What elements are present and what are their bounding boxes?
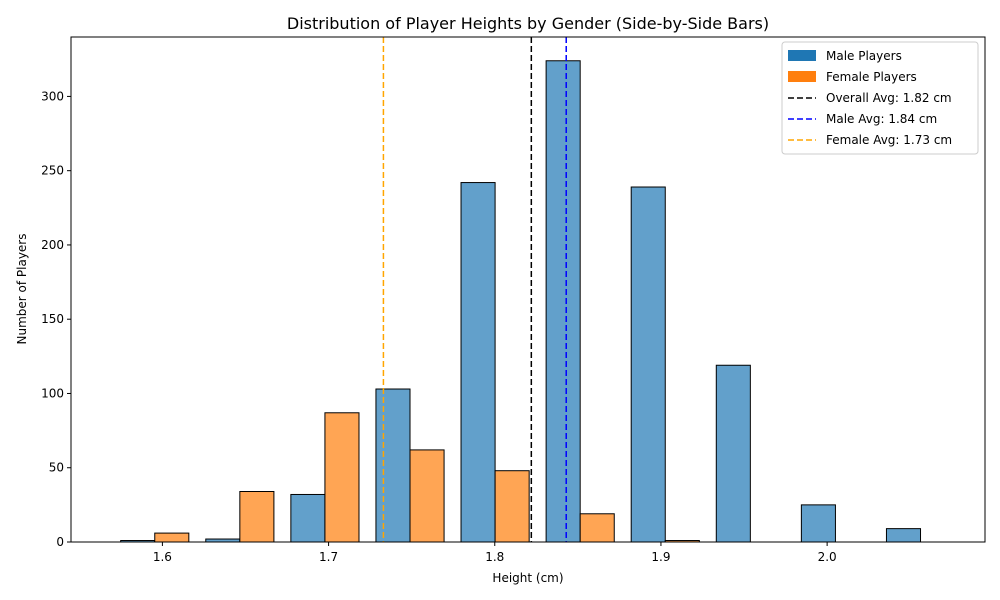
male-bars — [120, 60, 922, 543]
x-tick-label: 1.6 — [153, 550, 172, 564]
y-axis: 0 50 100 150 200 250 300 — [41, 89, 71, 549]
legend-male: Male Players — [788, 49, 902, 63]
female-bar-2 — [324, 412, 360, 543]
female-bars — [154, 412, 700, 543]
y-axis-label: Number of Players — [15, 234, 29, 345]
legend-label: Female Players — [826, 70, 917, 84]
x-tick-label: 1.9 — [651, 550, 670, 564]
legend-label: Overall Avg: 1.82 cm — [826, 91, 952, 105]
chart-title: Distribution of Player Heights by Gender… — [287, 14, 769, 33]
male-bar-5 — [545, 60, 581, 543]
y-tick-label: 0 — [56, 535, 64, 549]
legend-label: Female Avg: 1.73 cm — [826, 133, 952, 147]
y-tick-label: 50 — [49, 461, 64, 475]
female-bar-1 — [239, 491, 275, 543]
legend-overall-avg: Overall Avg: 1.82 cm — [788, 91, 952, 105]
male-bar-4 — [460, 182, 496, 543]
legend-label: Male Players — [826, 49, 902, 63]
y-tick-label: 200 — [41, 238, 64, 252]
legend-swatch — [788, 50, 816, 61]
x-tick-label: 1.8 — [485, 550, 504, 564]
legend-female-avg: Female Avg: 1.73 cm — [788, 133, 952, 147]
reference-lines — [382, 37, 567, 542]
male-bar-6 — [630, 186, 666, 543]
legend-swatch — [788, 71, 816, 82]
x-tick-label: 2.0 — [818, 550, 837, 564]
male-bar-2 — [290, 493, 326, 543]
x-tick-label: 1.7 — [319, 550, 338, 564]
y-tick-label: 300 — [41, 89, 64, 103]
x-axis-label: Height (cm) — [492, 571, 563, 585]
y-tick-label: 100 — [41, 386, 64, 400]
legend-frame — [781, 41, 979, 155]
male-bar-8 — [800, 504, 836, 543]
male-bar-9 — [885, 528, 922, 543]
legend: Male Players Female Players Overall Avg: 1… — [781, 41, 979, 155]
legend-label: Male Avg: 1.84 cm — [826, 112, 937, 126]
legend-male-avg: Male Avg: 1.84 cm — [788, 112, 937, 126]
y-tick-label: 150 — [41, 312, 64, 326]
legend-female: Female Players — [788, 70, 917, 84]
plot-area — [70, 36, 986, 543]
female-bar-5 — [579, 513, 615, 543]
y-tick-label: 250 — [41, 164, 64, 178]
bars — [120, 60, 922, 543]
male-bar-7 — [715, 364, 751, 543]
female-bar-4 — [494, 470, 530, 543]
female-bar-0 — [154, 532, 190, 543]
male-bar-3 — [375, 388, 411, 543]
x-axis: 1.6 1.7 1.8 1.9 2.0 — [153, 542, 837, 564]
female-bar-3 — [409, 449, 445, 543]
axes-frame — [70, 36, 986, 543]
